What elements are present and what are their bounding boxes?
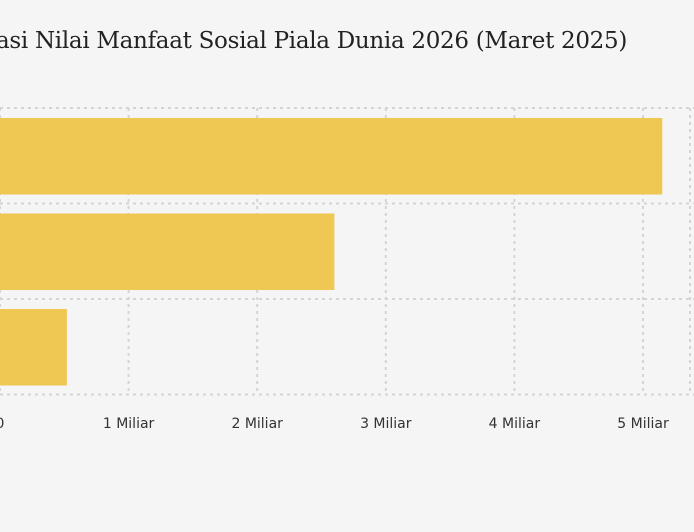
x-tick-label: 4 Miliar (489, 416, 541, 432)
x-tick-label: 1 Miliar (103, 416, 155, 432)
bar (0, 309, 67, 386)
x-tick-label: 3 Miliar (360, 416, 412, 432)
x-tick-label: 2 Miliar (231, 416, 283, 432)
x-tick-label: 0 (0, 416, 4, 432)
bar (0, 118, 663, 195)
x-tick-label: 5 Miliar (617, 416, 669, 432)
chart-title: asi Nilai Manfaat Sosial Piala Dunia 202… (0, 28, 628, 54)
bar (0, 213, 335, 290)
